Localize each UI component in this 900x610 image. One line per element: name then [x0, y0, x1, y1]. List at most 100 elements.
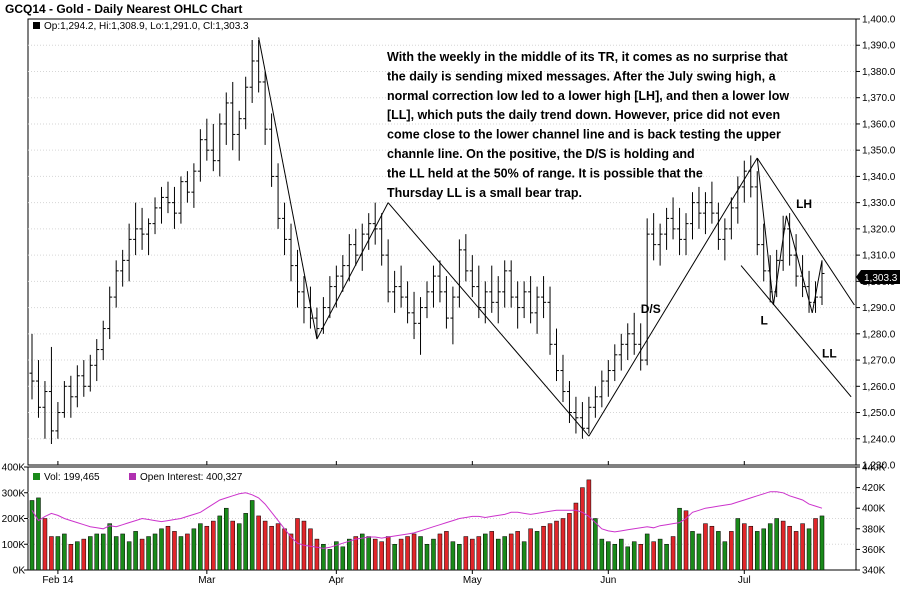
volume-bar	[68, 544, 74, 571]
volume-bar	[554, 520, 559, 571]
volume-bar	[81, 538, 87, 571]
volume-bar	[75, 541, 80, 571]
ohlc-bar	[502, 260, 508, 308]
ohlc-bar	[159, 186, 165, 224]
volume-bar	[204, 525, 210, 571]
volume-bar	[638, 544, 643, 571]
price-tick-label: 1,240.0	[862, 434, 896, 445]
ohlc-bar	[230, 81, 236, 151]
ohlc-bar	[722, 218, 728, 261]
ohlc-bar	[534, 286, 540, 334]
annotation-line: the daily is sending mixed messages. Aft…	[387, 69, 777, 83]
ohlc-bar	[819, 260, 825, 305]
volume-bar	[126, 541, 132, 571]
volume-bar	[372, 538, 378, 571]
ohlc-bar	[430, 265, 436, 308]
volume-bar	[36, 497, 41, 571]
volume-bar	[729, 531, 734, 571]
ohlc-bar	[87, 354, 93, 392]
open-interest-line	[31, 491, 823, 549]
volume-legend-swatch	[33, 473, 40, 480]
chart-title: GCQ14 - Gold - Daily Nearest OHLC Chart	[5, 2, 242, 16]
ohlc-bar	[709, 181, 715, 224]
ohlc-bar	[554, 328, 560, 382]
volume-bar	[709, 525, 715, 571]
volume-bar	[806, 528, 812, 571]
volume-bar	[359, 533, 365, 571]
volume-bar	[366, 536, 371, 571]
ohlc-bar	[664, 207, 670, 250]
open-interest-axis: 340K 360K 380K 400K 420K 440K	[856, 463, 886, 577]
volume-bar	[586, 479, 592, 571]
ohlc-bar	[333, 265, 339, 308]
trendlines	[258, 37, 855, 437]
ohlc-bar	[586, 396, 592, 434]
volume-bar	[321, 544, 326, 571]
volume-bar	[385, 536, 391, 571]
price-tick-label: 1,380.0	[862, 67, 896, 78]
volume-bar	[457, 544, 462, 571]
trendline	[588, 157, 758, 437]
price-tick-label: 1,320.0	[862, 224, 896, 235]
ohlc-bar	[301, 276, 307, 324]
ohlc-bar	[573, 396, 579, 434]
annotation-line: normal correction low led to a lower hig…	[387, 89, 789, 103]
x-tick-label: May	[463, 575, 482, 586]
volume-bar	[819, 515, 825, 571]
volume-bar	[327, 549, 333, 571]
volume-bar	[690, 531, 695, 571]
oi-tick-label: 440K	[862, 463, 886, 474]
ohlc-bar	[100, 320, 106, 361]
ohlc-bar	[81, 360, 87, 397]
volume-bar	[288, 533, 294, 571]
volume-bar	[677, 507, 682, 571]
volume-bar	[541, 525, 546, 571]
price-tick-label: 1,230.0	[862, 461, 896, 472]
ohlc-bar	[618, 333, 624, 371]
volume-bar	[256, 515, 261, 571]
ohlc-bar	[61, 381, 67, 418]
ohlc-bar	[450, 286, 456, 345]
volume-bar	[62, 533, 67, 571]
trendline	[387, 202, 590, 437]
volume-bar	[42, 518, 48, 571]
oi-tick-label: 360K	[862, 545, 886, 556]
volume-tick-label: 0K	[13, 566, 26, 577]
volume-bar	[534, 531, 540, 571]
volume-bar	[606, 541, 611, 571]
oi-tick-label: 340K	[862, 566, 886, 577]
ohlc-bar	[94, 339, 100, 382]
ohlc-bar	[204, 118, 210, 161]
ohlc-bar	[146, 218, 152, 256]
ohlc-bar	[696, 186, 702, 229]
ohlc-bar	[243, 76, 249, 130]
volume-bar	[49, 536, 54, 571]
price-gridlines	[28, 44, 856, 440]
ohlc-bar	[35, 360, 41, 418]
ohlc-bar	[372, 202, 378, 245]
price-tick-label: 1,330.0	[862, 198, 896, 209]
annotation-text: With the weekly in the middle of its TR,…	[387, 50, 789, 200]
ohlc-bar	[385, 239, 391, 303]
ohlc-bar	[217, 113, 223, 177]
volume-bar	[269, 525, 274, 571]
price-axis: 1,230.0 1,240.0 1,250.0 1,260.0 1,270.0 1,280…	[856, 15, 896, 472]
ohlc-bar	[68, 375, 74, 418]
volume-bar	[139, 538, 145, 571]
volume-bar	[696, 533, 702, 571]
chart-label: D/S	[641, 302, 661, 316]
volume-bar	[489, 531, 495, 571]
ohlc-bar	[392, 270, 398, 313]
volume-bar	[580, 487, 585, 571]
ohlc-bar	[437, 260, 443, 303]
ohlc-bar	[670, 197, 676, 240]
ohlc-bar	[405, 281, 411, 324]
ohlc-bar	[113, 260, 119, 308]
x-tick-label: Feb 14	[42, 575, 74, 586]
ohlc-bar	[282, 202, 288, 256]
volume-bar	[107, 523, 112, 571]
ohlc-bar	[489, 265, 495, 313]
volume-bar	[146, 536, 151, 571]
volume-bar	[172, 531, 177, 571]
ohlc-bar	[314, 307, 320, 340]
